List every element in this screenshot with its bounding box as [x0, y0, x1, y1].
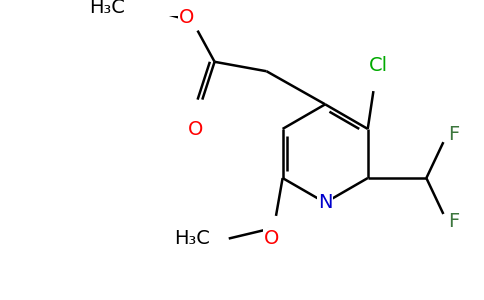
Text: H₃C: H₃C	[89, 0, 125, 17]
Text: F: F	[448, 212, 459, 231]
Text: N: N	[318, 193, 333, 212]
Text: Cl: Cl	[369, 56, 388, 75]
Text: F: F	[448, 125, 459, 144]
Text: O: O	[188, 120, 203, 140]
Text: O: O	[179, 8, 194, 27]
Text: O: O	[264, 229, 279, 248]
Text: H₃C: H₃C	[174, 229, 210, 248]
